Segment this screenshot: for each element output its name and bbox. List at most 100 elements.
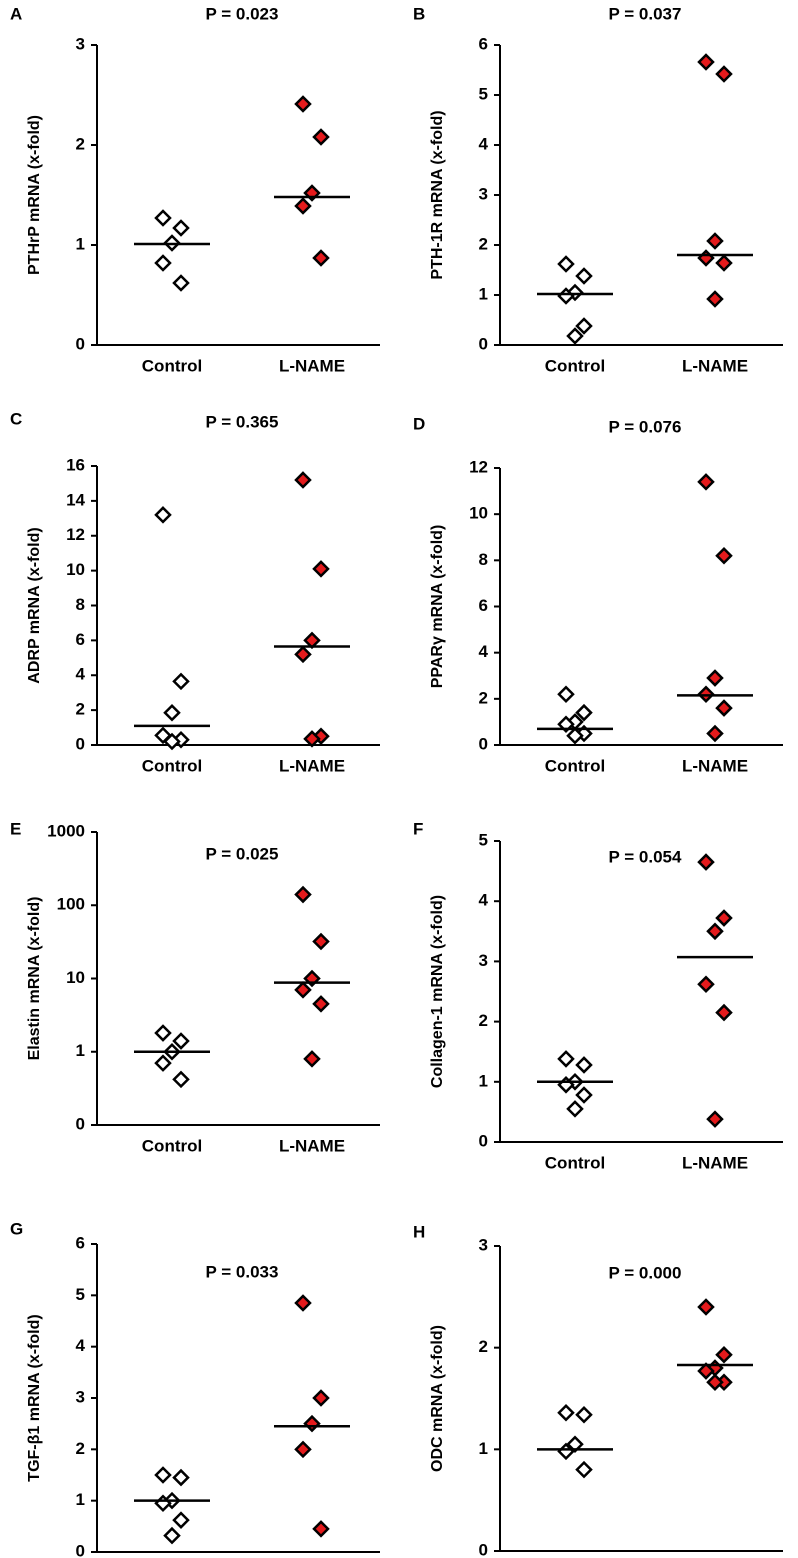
y-tick-label: 12 [66,525,85,544]
x-tick-label: Control [545,1153,605,1172]
data-point [697,1362,715,1380]
data-point [697,853,715,871]
data-point [566,1100,584,1118]
data-point [154,1024,172,1042]
data-point [715,65,733,83]
data-point [697,1298,715,1316]
y-tick-label: 8 [76,595,85,614]
data-point [312,995,330,1013]
data-point [312,1520,330,1538]
y-tick-label: 5 [76,1285,85,1304]
y-tick-label: 0 [479,1540,488,1558]
data-point [303,730,321,748]
data-point [294,981,312,999]
data-point [697,975,715,994]
x-tick-label: L-NAME [279,1136,345,1155]
y-tick-label: 0 [479,334,488,353]
p-value: P = 0.365 [206,412,279,431]
data-point [294,645,312,664]
data-point [154,209,172,227]
y-axis-label: PTH-1R mRNA (x-fold) [429,110,446,279]
p-value: P = 0.025 [206,844,279,863]
data-point [163,1526,181,1545]
panel-letter: F [413,819,423,838]
y-tick-label: 3 [479,951,488,970]
data-point [154,1054,172,1072]
data-point [697,53,715,71]
data-point [303,1414,321,1433]
data-point [706,290,724,308]
panel-letter: E [10,819,21,838]
data-point [303,1050,321,1068]
data-point [154,254,172,272]
y-tick-label: 12 [469,457,488,476]
x-tick-label: L-NAME [682,756,748,775]
p-value: P = 0.033 [206,1262,279,1281]
y-tick-label: 8 [479,550,488,569]
panel-letter: C [10,409,22,428]
y-tick-label: 1 [76,1041,85,1060]
data-point [312,128,330,146]
data-point [715,909,733,927]
y-tick-label: 5 [479,84,488,103]
y-axis-label: TGF-β1 mRNA (x-fold) [26,1314,43,1481]
data-point [706,724,724,743]
y-tick-label: 2 [76,700,85,719]
x-tick-label: L-NAME [279,756,345,775]
data-point [154,1466,172,1484]
y-tick-label: 2 [479,234,488,253]
p-value: P = 0.076 [609,417,682,436]
data-point [163,732,181,751]
y-tick-label: 3 [479,1235,488,1254]
x-tick-label: Control [142,1136,202,1155]
data-point [566,327,584,345]
data-point [575,1056,593,1074]
x-tick-label: Control [545,356,605,375]
data-point [557,255,575,273]
data-point [294,1440,312,1459]
data-point [715,1346,733,1364]
y-tick-label: 4 [479,134,489,153]
data-point [575,267,593,285]
data-point [294,1294,312,1312]
y-tick-label: 6 [479,596,488,615]
data-point [706,1373,724,1392]
data-point [697,473,715,491]
data-point [172,1511,190,1529]
data-point [312,1389,330,1407]
panel-letter: D [413,414,425,433]
p-value: P = 0.037 [609,4,682,23]
data-point [172,219,190,237]
y-tick-label: 4 [76,665,86,684]
data-point [557,1050,575,1068]
p-value: P = 0.000 [609,1263,682,1282]
data-point [294,885,312,904]
data-point [172,1032,190,1050]
data-point [575,703,593,722]
y-axis-label: Collagen-1 mRNA (x-fold) [429,895,446,1088]
y-tick-label: 16 [66,455,85,474]
y-tick-label: 3 [479,184,488,203]
data-point [575,1086,593,1104]
y-tick-label: 1 [479,1439,488,1458]
y-tick-label: 3 [76,1387,85,1406]
data-point [575,1460,593,1479]
y-tick-label: 0 [76,1541,85,1558]
y-tick-label: 1 [76,1490,85,1509]
y-tick-label: 2 [76,1439,85,1458]
data-point [312,249,330,267]
y-tick-label: 4 [479,642,489,661]
panel-letter: H [413,1222,425,1241]
data-point [566,726,584,745]
y-tick-label: 0 [479,1131,488,1150]
panel-letter: A [10,4,22,23]
y-axis-label: PPARγ mRNA (x-fold) [429,525,446,689]
data-point [312,932,330,951]
y-tick-label: 6 [76,630,85,649]
x-tick-label: L-NAME [682,356,748,375]
data-point [294,471,312,489]
y-tick-label: 2 [76,134,85,153]
data-point [172,274,190,292]
y-tick-label: 1 [479,284,488,303]
